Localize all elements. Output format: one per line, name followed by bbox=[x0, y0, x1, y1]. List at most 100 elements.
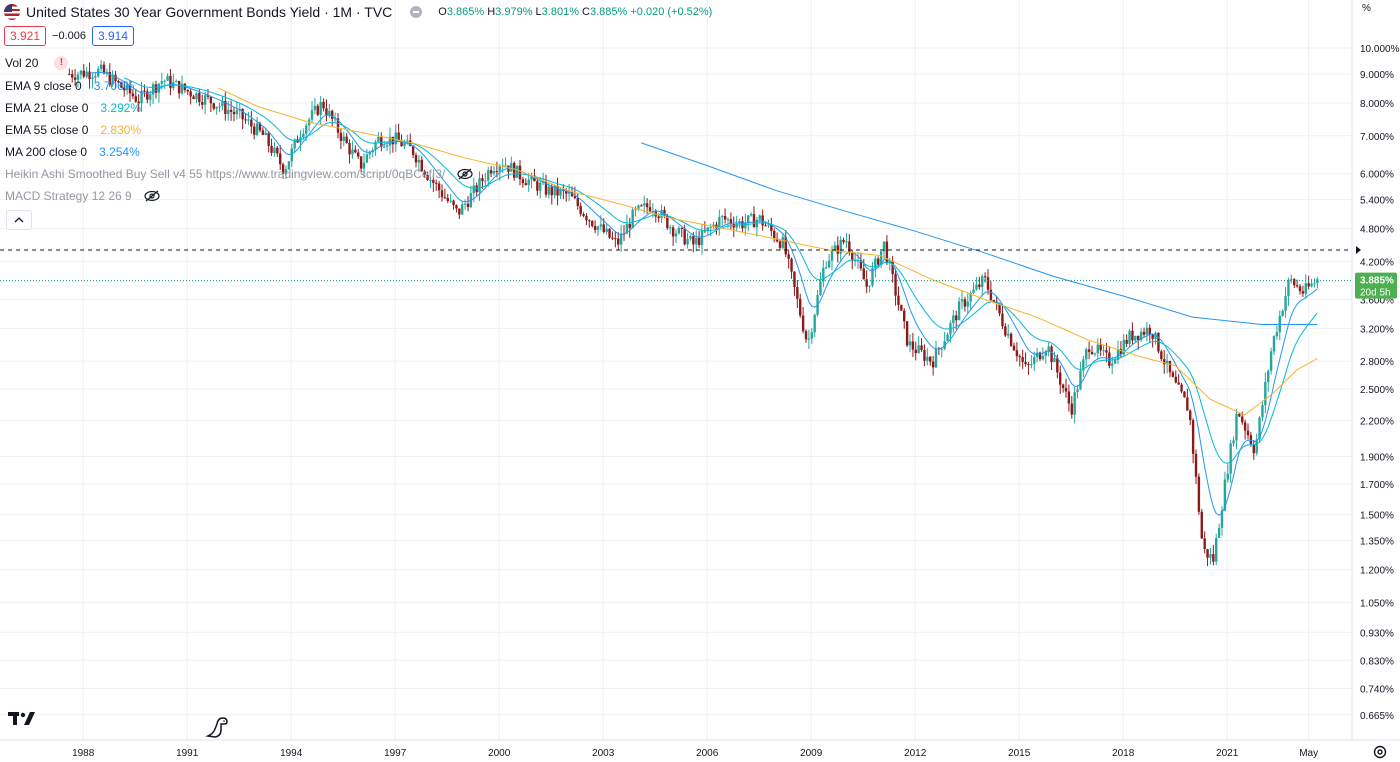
dino-icon[interactable] bbox=[205, 714, 231, 740]
candle-body bbox=[911, 341, 915, 350]
tradingview-logo[interactable] bbox=[8, 710, 38, 734]
candle-body bbox=[573, 196, 577, 199]
collapse-legend-button[interactable] bbox=[6, 210, 32, 230]
candle-body bbox=[1096, 344, 1099, 354]
candle-body bbox=[1232, 440, 1235, 444]
candle-body bbox=[1001, 313, 1004, 327]
candle-body bbox=[391, 136, 395, 145]
candle-body bbox=[336, 118, 340, 133]
candle-body bbox=[102, 64, 106, 74]
eye-hidden-icon[interactable] bbox=[457, 168, 473, 180]
candle-body bbox=[333, 118, 337, 120]
candle-body bbox=[1246, 430, 1250, 436]
candle-body bbox=[868, 285, 871, 287]
candle-body bbox=[1105, 350, 1108, 353]
candle-body bbox=[747, 215, 750, 223]
candle-body bbox=[212, 103, 215, 109]
time-axis-label: 2021 bbox=[1216, 748, 1239, 759]
candle-body bbox=[1041, 355, 1045, 360]
indicator-heikin-ashi[interactable]: Heikin Ashi Smoothed Buy Sell v4 55 http… bbox=[5, 167, 473, 181]
candle-body bbox=[1171, 372, 1175, 377]
price-axis-label: 10.000% bbox=[1360, 44, 1400, 55]
candle-body bbox=[284, 169, 288, 174]
candle-body bbox=[518, 165, 522, 180]
open-label: O bbox=[438, 6, 447, 18]
candle-body bbox=[611, 237, 614, 239]
time-axis-label: 2006 bbox=[696, 748, 719, 759]
candle-body bbox=[339, 132, 343, 141]
candle-body bbox=[510, 163, 513, 172]
candle-body bbox=[926, 356, 929, 361]
price-axis-label: 3.600% bbox=[1360, 295, 1394, 306]
candle-body bbox=[975, 284, 978, 290]
candle-body bbox=[105, 72, 109, 74]
indicator-ema21[interactable]: EMA 21 close 0 3.292% bbox=[5, 101, 141, 115]
candle-body bbox=[345, 136, 348, 143]
candle-body bbox=[822, 267, 825, 282]
candle-body bbox=[565, 191, 568, 194]
buy-price-button[interactable]: 3.914 bbox=[91, 26, 135, 46]
candle-body bbox=[764, 225, 767, 227]
candle-body bbox=[169, 75, 172, 89]
candle-body bbox=[775, 238, 779, 242]
candle-body bbox=[550, 186, 553, 196]
candle-body bbox=[773, 230, 776, 239]
candle-body bbox=[478, 178, 481, 193]
indicator-name: EMA 21 close 0 bbox=[5, 101, 89, 115]
candle-body bbox=[521, 179, 525, 184]
candle-body bbox=[1047, 346, 1050, 352]
indicator-macd[interactable]: MACD Strategy 12 26 9 bbox=[5, 189, 160, 203]
candle-body bbox=[1087, 349, 1091, 352]
candle-body bbox=[1197, 476, 1201, 512]
candle-body bbox=[1235, 413, 1238, 441]
candle-body bbox=[1102, 350, 1105, 352]
settings-gear-icon[interactable] bbox=[1372, 744, 1388, 760]
candle-body bbox=[449, 200, 452, 202]
ema55-line bbox=[218, 87, 1318, 416]
candle-body bbox=[166, 75, 169, 81]
candle-body bbox=[1255, 439, 1258, 454]
indicator-vol[interactable]: Vol 20 ! bbox=[5, 56, 69, 70]
candle-body bbox=[264, 132, 267, 135]
price-axis-label: 6.000% bbox=[1360, 170, 1394, 181]
candle-body bbox=[504, 165, 507, 167]
indicator-ma200[interactable]: MA 200 close 0 3.254% bbox=[5, 145, 140, 159]
candle-body bbox=[362, 162, 366, 169]
candle-body bbox=[1151, 334, 1154, 339]
ohlc-values: O3.865% H3.979% L3.801% C3.885% +0.020 (… bbox=[438, 6, 712, 18]
candle-body bbox=[989, 289, 993, 300]
warning-icon[interactable]: ! bbox=[54, 56, 69, 70]
market-status-icon[interactable] bbox=[410, 6, 423, 18]
candle-body bbox=[1154, 332, 1157, 339]
candle-body bbox=[351, 149, 354, 155]
candle-body bbox=[475, 185, 478, 193]
high-value: 3.979% bbox=[495, 6, 533, 18]
candle-body bbox=[368, 152, 371, 155]
eye-hidden-icon[interactable] bbox=[144, 190, 160, 202]
candle-body bbox=[76, 74, 80, 80]
price-axis-label: 1.500% bbox=[1360, 511, 1394, 522]
candle-body bbox=[1313, 283, 1316, 285]
candle-body bbox=[1261, 405, 1264, 418]
candle-body bbox=[331, 110, 334, 119]
candle-body bbox=[1275, 332, 1279, 337]
candle-body bbox=[943, 340, 946, 349]
sell-price-button[interactable]: 3.921 bbox=[4, 26, 47, 46]
candle-body bbox=[151, 84, 155, 95]
candle-body bbox=[648, 207, 652, 212]
candle-body bbox=[784, 237, 787, 255]
price-axis-label: 4.800% bbox=[1360, 225, 1394, 236]
candle-body bbox=[423, 171, 426, 175]
candle-body bbox=[998, 303, 1001, 314]
candle-body bbox=[657, 216, 660, 219]
candle-body bbox=[1238, 413, 1241, 417]
candle-body bbox=[588, 220, 591, 222]
candle-body bbox=[388, 136, 392, 146]
indicator-ema9[interactable]: EMA 9 close 0 3.706% bbox=[5, 79, 134, 93]
candle-body bbox=[1194, 453, 1198, 477]
candle-body bbox=[319, 101, 322, 115]
indicator-ema55[interactable]: EMA 55 close 0 2.830% bbox=[5, 123, 141, 137]
candle-body bbox=[981, 276, 984, 288]
symbol-title[interactable]: United States 30 Year Government Bonds Y… bbox=[26, 4, 393, 20]
